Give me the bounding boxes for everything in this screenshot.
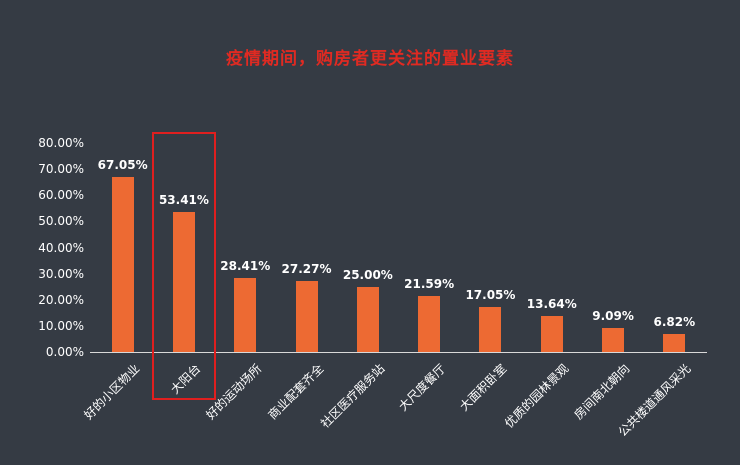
y-tick-label: 80.00% — [38, 136, 84, 150]
bar-value-label: 13.64% — [526, 297, 577, 311]
bar-value-label: 53.41% — [158, 193, 209, 207]
category-label: 大尺度餐厅 — [396, 361, 449, 414]
bar-value-label: 17.05% — [465, 288, 516, 302]
bar — [356, 287, 379, 352]
bar-value-label: 25.00% — [342, 268, 393, 282]
bar — [111, 177, 134, 352]
y-tick-label: 60.00% — [38, 188, 84, 203]
bar-value-label: 21.59% — [404, 277, 455, 291]
chart-title: 疫情期间，购房者更关注的置业要素 — [226, 49, 514, 69]
category-label: 社区医疗服务站 — [317, 361, 388, 431]
category-label: 房间南北朝向 — [571, 361, 633, 423]
y-tick-label: 0.00% — [45, 345, 84, 359]
bar — [479, 307, 502, 352]
category-label: 优质的园林景观 — [501, 361, 572, 431]
y-tick-label: 10.00% — [38, 318, 84, 333]
bar — [602, 328, 625, 352]
y-tick-label: 40.00% — [38, 240, 84, 255]
category-label: 大面积卧室 — [457, 361, 510, 414]
category-label: 商业配套齐全 — [265, 361, 326, 423]
y-tick-label: 30.00% — [38, 266, 84, 281]
bar — [418, 296, 441, 352]
bar — [172, 212, 195, 352]
bar-value-label: 28.41% — [220, 259, 271, 273]
bar — [234, 278, 257, 352]
bar — [295, 281, 318, 352]
bar-value-label: 9.09% — [592, 309, 634, 323]
y-tick-label: 70.00% — [38, 162, 84, 177]
y-tick-label: 20.00% — [38, 292, 84, 307]
bar — [540, 316, 563, 352]
highlight-box — [151, 132, 216, 400]
bar-value-label: 67.05% — [97, 158, 148, 172]
bar — [663, 334, 686, 352]
bar-value-label: 27.27% — [281, 262, 332, 276]
bar-value-label: 6.82% — [653, 315, 696, 329]
category-label: 好的小区物业 — [81, 361, 142, 423]
x-axis-line — [90, 352, 707, 353]
y-tick-label: 50.00% — [38, 214, 84, 229]
